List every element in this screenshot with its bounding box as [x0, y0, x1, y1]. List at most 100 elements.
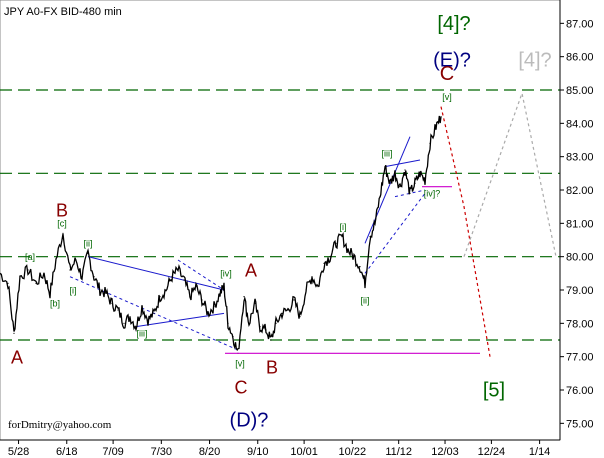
- wave-label-1: (E)?: [433, 50, 471, 72]
- price-point-43: [259, 326, 261, 328]
- price-point-66: [389, 182, 391, 184]
- price-point-71: [414, 182, 416, 184]
- price-point-13: [87, 252, 89, 254]
- y-tick-label-12: 87.00: [566, 18, 594, 30]
- price-point-62: [369, 236, 371, 238]
- wave-label-12: [a]: [25, 252, 35, 262]
- price-point-40: [243, 296, 245, 298]
- price-point-64: [379, 196, 381, 198]
- price-point-7: [49, 292, 51, 294]
- price-point-31: [195, 286, 197, 288]
- price-point-10: [69, 269, 71, 271]
- price-point-68: [399, 186, 401, 188]
- price-point-18: [117, 309, 119, 311]
- price-point-2: [13, 332, 15, 334]
- price-point-52: [311, 276, 313, 278]
- price-point-3: [19, 276, 21, 278]
- forecast-paths: [440, 91, 557, 357]
- price-point-53: [317, 286, 319, 288]
- price-point-73: [424, 179, 426, 181]
- price-point-28: [177, 269, 179, 271]
- y-tick-label-7: 82.00: [566, 185, 594, 197]
- y-tick-label-0: 75.00: [566, 418, 594, 430]
- price-point-35: [219, 292, 221, 294]
- wave-label-16: [iii]: [137, 329, 148, 339]
- wave-label-19: A: [11, 347, 23, 367]
- x-tick-label-8: 11/12: [385, 446, 412, 458]
- price-point-54: [323, 262, 325, 264]
- wave-label-20: [v]: [235, 359, 245, 369]
- wave-label-11: [c]: [57, 219, 67, 229]
- wave-label-23: (D)?: [230, 410, 269, 432]
- support-lines: [225, 186, 480, 354]
- price-point-22: [141, 306, 143, 308]
- price-point-24: [153, 312, 155, 314]
- price-point-38: [232, 336, 234, 338]
- price-point-1: [7, 282, 9, 284]
- price-point-49: [293, 299, 295, 301]
- wave-label-2: C: [440, 63, 454, 85]
- price-point-72: [419, 172, 421, 174]
- wave-label-0: [4]?: [437, 13, 470, 35]
- y-tick-label-5: 80.00: [566, 252, 594, 264]
- price-point-70: [409, 192, 411, 194]
- price-point-46: [275, 322, 277, 324]
- price-point-4: [27, 269, 29, 271]
- x-tick-label-9: 12/03: [431, 446, 459, 458]
- price-point-48: [287, 309, 289, 311]
- x-tick-label-7: 10/22: [339, 446, 367, 458]
- price-point-47: [281, 312, 283, 314]
- y-tick-label-10: 85.00: [566, 85, 594, 97]
- wave-label-14: [i]: [69, 285, 76, 295]
- price-point-27: [171, 276, 173, 278]
- y-tick-label-8: 83.00: [566, 152, 594, 164]
- x-tick-label-2: 7/09: [102, 446, 123, 458]
- horizontal-levels: [0, 89, 560, 341]
- price-point-36: [223, 286, 225, 288]
- price-point-16: [105, 292, 107, 294]
- price-point-56: [335, 242, 337, 244]
- chart-title: JPY A0-FX BID-480 min: [4, 6, 122, 18]
- price-line: [0, 115, 442, 352]
- price-point-0: [0, 272, 1, 274]
- price-point-74: [429, 142, 431, 144]
- price-point-25: [159, 296, 161, 298]
- x-tick-label-3: 7/30: [151, 446, 172, 458]
- author-credit: forDmitry@yahoo.com: [8, 419, 112, 431]
- x-tick-label-11: 1/14: [529, 446, 550, 458]
- price-point-51: [305, 289, 307, 291]
- trend-line-4: [384, 159, 421, 168]
- x-axis: 5/28 6/18 7/09 7/30 8/20 9/10 10/01 10/22 11/12 1…: [0, 439, 560, 458]
- price-point-55: [329, 256, 331, 258]
- price-point-23: [147, 319, 149, 321]
- price-point-5: [35, 282, 37, 284]
- wave-label-7: [i]: [339, 222, 346, 232]
- price-point-61: [364, 282, 366, 284]
- price-point-21: [135, 326, 137, 328]
- price-point-44: [265, 329, 267, 331]
- price-point-20: [129, 316, 131, 318]
- x-tick-label-0: 5/28: [8, 446, 29, 458]
- price-point-15: [99, 289, 101, 291]
- wave-label-8: [ii]: [361, 295, 370, 305]
- price-point-60: [359, 266, 361, 268]
- x-tick-label-10: 12/24: [478, 446, 506, 458]
- wave-label-18: A: [245, 261, 257, 281]
- wave-label-5: [iii]: [382, 149, 393, 159]
- plot-background: [0, 0, 561, 441]
- price-point-75: [435, 126, 437, 128]
- wave-labels: [4]?(E)?C[v][4]?[iii][iv]?[i][ii][5]B[c]…: [11, 13, 552, 432]
- wave-label-10: B: [56, 201, 68, 221]
- price-point-50: [299, 316, 301, 318]
- trend-line-7: [364, 193, 426, 274]
- price-point-12: [81, 276, 83, 278]
- price-point-33: [207, 312, 209, 314]
- price-point-42: [254, 302, 256, 304]
- trend-line-6: [364, 136, 411, 244]
- price-point-69: [404, 169, 406, 171]
- y-tick-label-4: 79.00: [566, 285, 594, 297]
- price-point-32: [201, 299, 203, 301]
- price-point-67: [394, 172, 396, 174]
- x-tick-label-5: 9/10: [247, 446, 268, 458]
